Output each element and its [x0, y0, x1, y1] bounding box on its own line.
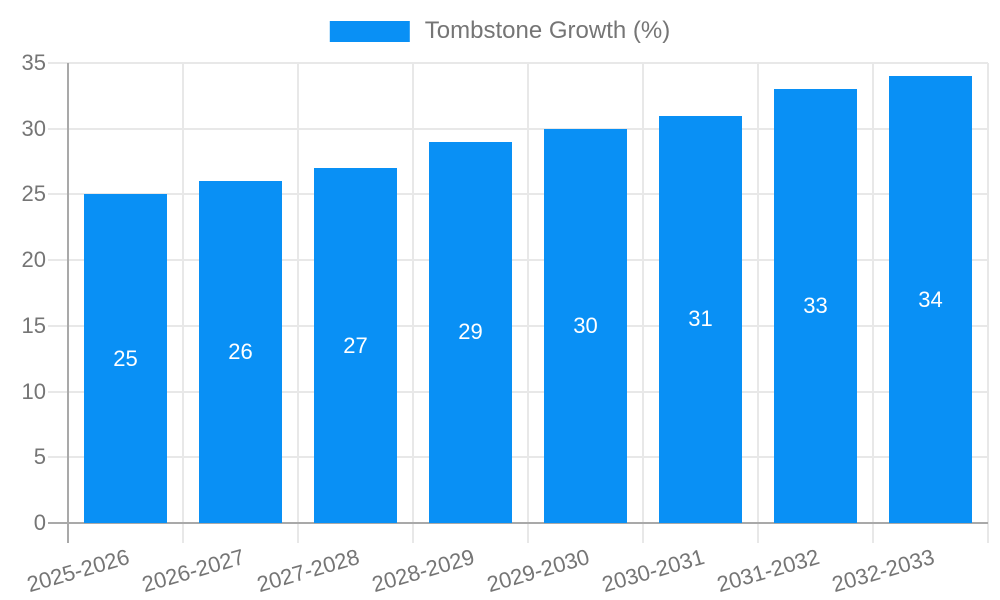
legend-item[interactable]: Tombstone Growth (%) [329, 16, 671, 46]
gridline-vertical [412, 63, 414, 523]
bar[interactable] [429, 141, 512, 523]
bar[interactable] [84, 194, 167, 523]
bar-value-label: 33 [803, 293, 828, 319]
y-axis-tick [48, 456, 68, 459]
gridline-vertical [297, 63, 299, 523]
x-axis-tick [527, 523, 529, 543]
gridline-vertical [642, 63, 644, 523]
x-axis-tick [412, 523, 414, 543]
bar-value-label: 26 [228, 339, 253, 365]
y-axis-tick-label: 0 [33, 510, 46, 535]
y-axis-tick [48, 193, 68, 196]
gridline-vertical [527, 63, 529, 523]
bar-value-label: 31 [688, 306, 713, 332]
x-axis-tick [297, 523, 299, 543]
bar-value-label: 27 [343, 332, 368, 358]
y-axis-tick-label: 35 [21, 50, 46, 75]
x-axis-category-label: 2028-2029 [369, 544, 478, 598]
y-axis-tick [48, 324, 68, 327]
bar-value-label: 25 [113, 345, 138, 371]
y-axis-tick-label: 15 [21, 312, 46, 338]
gridline-vertical [182, 63, 184, 523]
bar-value-label: 29 [458, 319, 483, 345]
y-axis-tick-label: 10 [21, 378, 46, 404]
bar[interactable] [544, 128, 627, 523]
x-axis-tick [642, 523, 644, 543]
gridline-vertical [872, 63, 874, 523]
y-axis-tick-label: 20 [21, 247, 46, 273]
x-axis-tick [872, 523, 874, 543]
x-axis-tick [182, 523, 184, 543]
x-axis-tick [987, 523, 989, 543]
bar[interactable] [199, 181, 282, 523]
bar[interactable] [889, 76, 972, 523]
y-axis-tick [48, 259, 68, 262]
x-axis-category-label: 2026-2027 [139, 544, 248, 598]
x-axis-category-label: 2027-2028 [254, 544, 363, 598]
x-axis-category-label: 2032-2033 [829, 544, 938, 598]
y-axis-tick [48, 62, 68, 64]
bar[interactable] [774, 89, 857, 523]
legend-label: Tombstone Growth (%) [424, 17, 671, 44]
y-axis-tick [48, 127, 68, 130]
x-axis-tick [757, 523, 759, 543]
bar-value-label: 30 [573, 312, 598, 338]
y-axis-tick-label: 5 [33, 444, 46, 470]
x-axis-category-label: 2030-2031 [599, 544, 708, 598]
bar-value-label: 34 [918, 286, 943, 312]
bar[interactable] [659, 115, 742, 523]
bar[interactable] [314, 168, 397, 523]
x-axis-category-label: 2025-2026 [24, 544, 133, 598]
y-axis-tick-label: 25 [21, 181, 46, 207]
gridline-vertical [987, 63, 989, 523]
y-axis-tick-label: 30 [21, 115, 46, 141]
x-axis-line [48, 522, 988, 524]
gridline-vertical [757, 63, 759, 523]
y-axis-tick [48, 390, 68, 393]
x-axis-category-label: 2029-2030 [484, 544, 593, 598]
y-axis-line [67, 63, 69, 543]
legend-swatch-icon [329, 20, 410, 42]
x-axis-category-label: 2031-2032 [714, 544, 823, 598]
